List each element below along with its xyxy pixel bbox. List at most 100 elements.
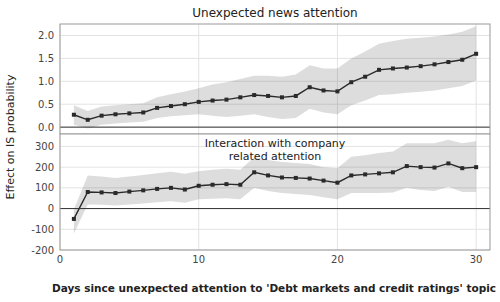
plot-area (60, 26, 490, 128)
title-line: related attention (229, 150, 322, 163)
marker (280, 95, 284, 99)
marker (391, 66, 395, 70)
marker (377, 171, 381, 175)
plot-frame (60, 134, 490, 250)
tick-label: 10 (192, 254, 205, 265)
title: Unexpected news attention (192, 6, 357, 20)
marker (335, 181, 339, 185)
tick-label: 0 (48, 203, 54, 214)
marker (419, 165, 423, 169)
marker (86, 118, 90, 122)
marker (224, 182, 228, 186)
grid-line (60, 127, 490, 128)
marker (72, 217, 76, 221)
marker (238, 183, 242, 187)
marker (405, 164, 409, 168)
tick-label: 100 (35, 182, 54, 193)
line (74, 54, 476, 120)
grid-line (198, 24, 199, 134)
marker (322, 88, 326, 92)
panel-title: Interaction with companyrelated attentio… (205, 137, 346, 163)
title-line: Unexpected news attention (192, 6, 357, 20)
x-axis-label: Days since unexpected attention to 'Debt… (52, 282, 496, 294)
marker (308, 177, 312, 181)
marker (211, 99, 215, 103)
marker (391, 170, 395, 174)
tick-label: 300 (35, 141, 54, 152)
marker (127, 111, 131, 115)
marker (169, 104, 173, 108)
marker (183, 102, 187, 106)
marker (419, 64, 423, 68)
marker (294, 176, 298, 180)
marker (100, 190, 104, 194)
marker (183, 188, 187, 192)
marker (335, 89, 339, 93)
marker (474, 165, 478, 169)
marker (349, 80, 353, 84)
confidence-band (74, 26, 476, 128)
tick-label: 200 (35, 162, 54, 173)
zero-line (60, 208, 490, 209)
plot-background (60, 134, 490, 250)
plot-area (60, 140, 490, 234)
marker (433, 62, 437, 66)
tick-label: 0.5 (38, 99, 54, 110)
plot-frame (60, 24, 490, 134)
tick-label: 1.0 (38, 76, 54, 87)
marker (197, 100, 201, 104)
marker (72, 113, 76, 117)
marker (86, 190, 90, 194)
line (74, 163, 476, 219)
zero-line (60, 127, 490, 128)
confidence-band (74, 140, 476, 234)
marker (446, 161, 450, 165)
marker (113, 112, 117, 116)
marker (155, 106, 159, 110)
marker (433, 166, 437, 170)
marker (460, 166, 464, 170)
marker (280, 176, 284, 180)
marker (363, 172, 367, 176)
marker (266, 94, 270, 98)
marker (141, 188, 145, 192)
marker (349, 173, 353, 177)
tick-label: 30 (470, 254, 483, 265)
marker (113, 191, 117, 195)
tick-label: 20 (331, 254, 344, 265)
marker (474, 52, 478, 56)
marker (238, 95, 242, 99)
marker (363, 75, 367, 79)
marker (224, 98, 228, 102)
plot-background (60, 24, 490, 134)
grid-line (60, 229, 490, 230)
tick-label: -100 (31, 224, 54, 235)
marker (405, 66, 409, 70)
grid-line (60, 35, 490, 36)
marker (155, 187, 159, 191)
marker (169, 186, 173, 190)
marker (322, 179, 326, 183)
marker (141, 110, 145, 114)
marker (460, 58, 464, 62)
marker (266, 173, 270, 177)
marker (197, 184, 201, 188)
marker (294, 94, 298, 98)
tick-label: 2.0 (38, 30, 54, 41)
marker (308, 85, 312, 89)
title-line: Interaction with company (205, 137, 346, 150)
tick-label: 0 (57, 254, 63, 265)
grid-line (60, 208, 490, 209)
marker (211, 183, 215, 187)
marker (377, 68, 381, 72)
chart: 0.0 0.5 1.0 1.5 2.0 Unexpected news attention… (0, 0, 500, 302)
tick-label: 0.0 (38, 122, 54, 133)
tick-label: 1.5 (38, 53, 54, 64)
marker (252, 170, 256, 174)
y-axis-label: Effect on IS probability (4, 74, 17, 199)
marker (100, 114, 104, 118)
tick-label: -200 (31, 245, 54, 256)
marker (446, 60, 450, 64)
marker (127, 190, 131, 194)
marker (252, 93, 256, 97)
